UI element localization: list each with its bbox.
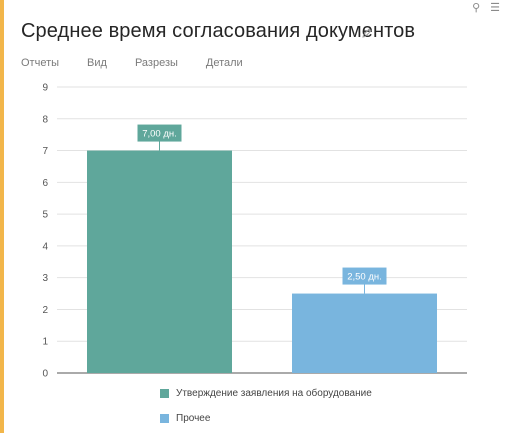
left-accent-bar xyxy=(0,0,4,433)
bar-1[interactable] xyxy=(87,150,232,373)
data-label-2: 2,50 дн. xyxy=(347,272,382,283)
data-label-box-2 xyxy=(342,267,387,285)
y-tick-label-9: 9 xyxy=(42,83,48,94)
legend-item-2[interactable]: Прочее xyxy=(160,411,372,426)
chart-legend: Утверждение заявления на оборудование Пр… xyxy=(160,386,372,436)
y-tick-label-7: 7 xyxy=(42,146,48,157)
tab-details[interactable]: Детали xyxy=(205,57,243,69)
y-tick-label-4: 4 xyxy=(42,241,48,252)
legend-swatch-2 xyxy=(160,414,169,423)
top-toolbar: ⚲ ☰ xyxy=(472,2,500,14)
tab-reports[interactable]: Отчеты xyxy=(21,57,60,69)
menu-icon[interactable]: ☰ xyxy=(490,2,500,14)
page-title: Среднее время согласования документов xyxy=(21,20,416,42)
pencil-icon[interactable] xyxy=(361,27,373,39)
tab-view[interactable]: Вид xyxy=(87,57,107,69)
tab-sections[interactable]: Разрезы xyxy=(134,57,178,69)
y-tick-label-5: 5 xyxy=(42,210,48,221)
y-tick-label-8: 8 xyxy=(42,114,48,125)
y-tick-label-6: 6 xyxy=(42,178,48,189)
data-label-box-1 xyxy=(137,124,182,142)
legend-label-2: Прочее xyxy=(176,413,211,424)
bar-2[interactable] xyxy=(292,293,437,373)
y-tick-label-1: 1 xyxy=(42,337,48,348)
legend-item-1[interactable]: Утверждение заявления на оборудование xyxy=(160,386,372,401)
legend-swatch-1 xyxy=(160,389,169,398)
nav-tabs: Отчеты Вид Разрезы Детали xyxy=(21,57,243,69)
data-label-1: 7,00 дн. xyxy=(142,129,177,140)
y-tick-label-3: 3 xyxy=(42,273,48,284)
y-tick-label-0: 0 xyxy=(42,369,48,380)
y-tick-label-2: 2 xyxy=(42,305,48,316)
pin-icon[interactable]: ⚲ xyxy=(472,2,481,14)
legend-label-1: Утверждение заявления на оборудование xyxy=(176,388,372,399)
